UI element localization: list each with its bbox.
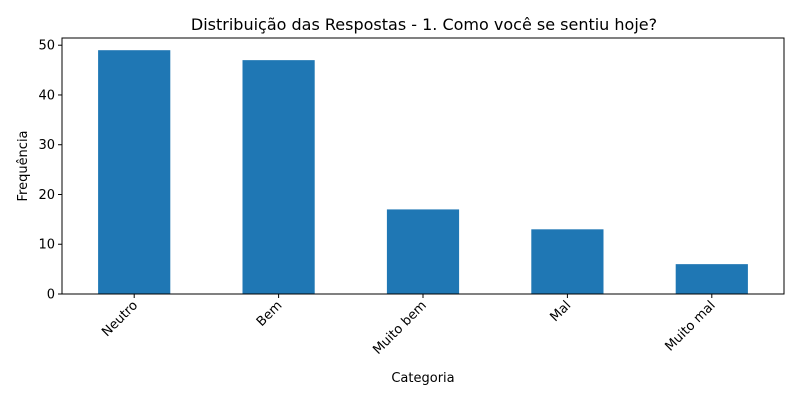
bars-group bbox=[98, 50, 748, 295]
y-tick-label: 20 bbox=[38, 188, 55, 203]
x-tick-label: Muito bem bbox=[370, 298, 430, 358]
bar-muito-bem bbox=[386, 209, 460, 294]
x-tick-label: Bem bbox=[254, 298, 286, 330]
bar-muito-mal bbox=[675, 264, 748, 294]
bar-mal bbox=[531, 229, 604, 294]
y-tick-label: 10 bbox=[38, 238, 55, 253]
x-axis-label: Categoria bbox=[391, 371, 454, 386]
x-tick-label: Muito mal bbox=[662, 298, 718, 354]
x-tick-label: Neutro bbox=[99, 298, 141, 340]
bar-bem bbox=[242, 60, 315, 295]
bar-neutro bbox=[98, 50, 171, 294]
x-axis-ticks: Neutro Bem Muito bem Mal Muito mal bbox=[99, 294, 719, 358]
y-tick-label: 50 bbox=[38, 39, 55, 54]
chart-title: Distribuição das Respostas - 1. Como voc… bbox=[191, 15, 657, 34]
plot-area-frame bbox=[61, 37, 785, 295]
y-tick-label: 30 bbox=[38, 138, 55, 153]
y-tick-label: 40 bbox=[38, 88, 55, 103]
y-axis-label: Frequência bbox=[16, 130, 31, 201]
y-axis-ticks: 0 10 20 30 40 50 bbox=[38, 39, 62, 303]
x-tick-label: Mal bbox=[548, 298, 575, 325]
y-tick-label: 0 bbox=[47, 288, 55, 303]
